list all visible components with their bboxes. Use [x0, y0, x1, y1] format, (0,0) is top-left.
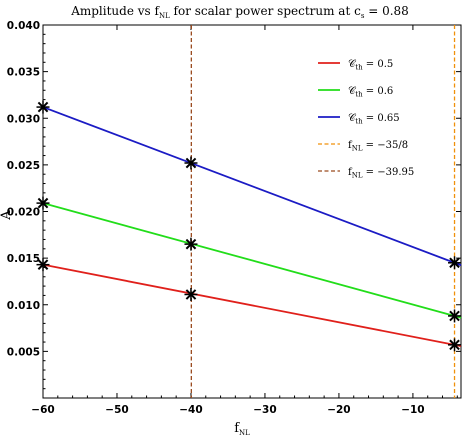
legend-item: fNL = −39.95	[318, 167, 414, 180]
chart-title: Amplitude vs fNL for scalar power spectr…	[70, 4, 409, 20]
data-point-star	[448, 338, 462, 352]
legend-label: 𝒞th = 0.5	[348, 59, 393, 72]
y-tick-label: 0.020	[7, 207, 40, 219]
y-tick-label: 0.030	[7, 113, 40, 125]
y-tick-label: 0.040	[7, 20, 40, 32]
legend-label: fNL = −39.95	[348, 167, 414, 180]
y-axis-label: A	[0, 210, 14, 221]
data-series	[42, 106, 462, 347]
y-tick-label: 0.005	[7, 346, 40, 358]
legend: 𝒞th = 0.5 𝒞th = 0.6 𝒞th = 0.65 fNL = −35/8 f…	[318, 59, 414, 180]
series-line	[42, 106, 462, 267]
reference-lines	[190, 25, 456, 398]
data-point-star	[448, 309, 462, 323]
legend-item: fNL = −35/8	[318, 140, 408, 153]
x-tick-label: −40	[179, 404, 202, 416]
y-tick-label: 0.025	[7, 160, 40, 172]
axis-ticks: −60 −50 −40 −30 −20 −10 0.005 0.010 0.015 0.020 0.…	[7, 20, 461, 416]
legend-label: 𝒞th = 0.65	[348, 113, 400, 126]
y-tick-label: 0.015	[7, 253, 40, 265]
x-tick-label: −10	[401, 404, 424, 416]
legend-label: 𝒞th = 0.6	[348, 86, 393, 99]
legend-item: 𝒞th = 0.65	[318, 113, 400, 126]
x-axis-label: fNL	[234, 421, 250, 436]
data-point-star	[184, 237, 198, 251]
y-tick-label: 0.010	[7, 300, 40, 312]
data-point-star	[448, 256, 462, 270]
data-point-star	[36, 258, 50, 272]
legend-item: 𝒞th = 0.6	[318, 86, 393, 99]
data-point-star	[184, 287, 198, 301]
x-tick-label: −50	[105, 404, 128, 416]
y-tick-label: 0.035	[7, 67, 40, 79]
data-point-star	[184, 156, 198, 170]
x-tick-label: −60	[31, 404, 54, 416]
data-point-star	[36, 196, 50, 210]
x-tick-label: −20	[327, 404, 350, 416]
legend-label: fNL = −35/8	[348, 140, 408, 153]
data-point-star	[36, 100, 50, 114]
series-line	[42, 202, 462, 319]
legend-item: 𝒞th = 0.5	[318, 59, 393, 72]
data-markers	[36, 100, 462, 352]
x-tick-label: −30	[253, 404, 276, 416]
plot-frame	[42, 24, 462, 399]
series-line	[42, 263, 462, 347]
